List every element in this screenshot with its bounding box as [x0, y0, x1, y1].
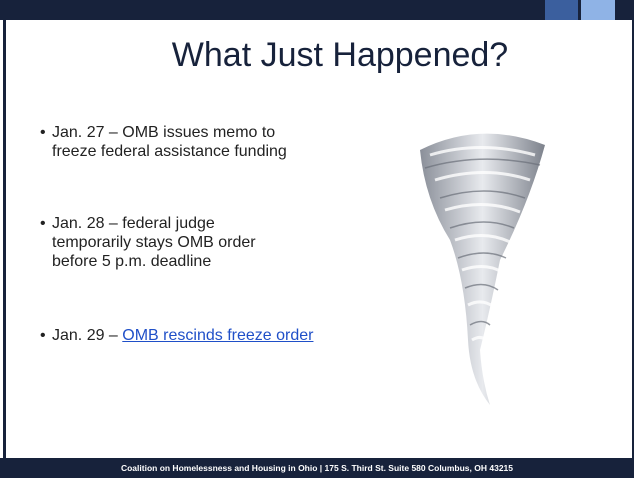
border [3, 0, 6, 458]
bullet: • Jan. 28 – federal judge temporarily st… [52, 214, 256, 271]
slide: What Just Happened? • Jan. 27 – OMB issu… [0, 0, 634, 478]
bullet-line: temporarily stays OMB order [52, 233, 256, 252]
bullet-text: Jan. 29 – [52, 327, 122, 344]
bullet-line: Jan. 28 – federal judge [52, 214, 256, 233]
accent-square [581, 0, 615, 20]
bullet-line: freeze federal assistance funding [52, 142, 287, 161]
link[interactable]: OMB rescinds freeze order [122, 327, 313, 344]
slide-title: What Just Happened? [100, 36, 580, 75]
top-bar [0, 0, 634, 20]
footer: Coalition on Homelessness and Housing in… [0, 458, 634, 478]
bullet: • Jan. 27 – OMB issues memo to freeze fe… [52, 123, 287, 161]
bullet-line: before 5 p.m. deadline [52, 252, 256, 271]
bullet: • Jan. 29 – OMB rescinds freeze order [52, 326, 322, 345]
tornado-image [410, 120, 550, 410]
accent-square [545, 0, 578, 20]
bullet-line: Jan. 27 – OMB issues memo to [52, 123, 287, 142]
